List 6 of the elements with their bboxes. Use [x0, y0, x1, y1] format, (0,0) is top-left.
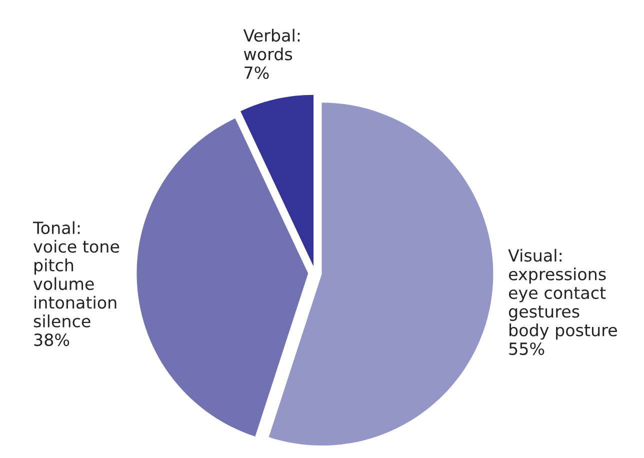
slice-label: Verbal: words: [243, 28, 300, 60]
data-label: 55%: [509, 342, 544, 356]
slice-label: Visual: expressions eye contact gestures body posture: [508, 248, 617, 340]
data-label: 7%: [244, 66, 269, 80]
data-label: 38%: [34, 333, 70, 346]
slice-label: Tonal: voice tone pitch volume intonation silence: [32, 221, 120, 328]
